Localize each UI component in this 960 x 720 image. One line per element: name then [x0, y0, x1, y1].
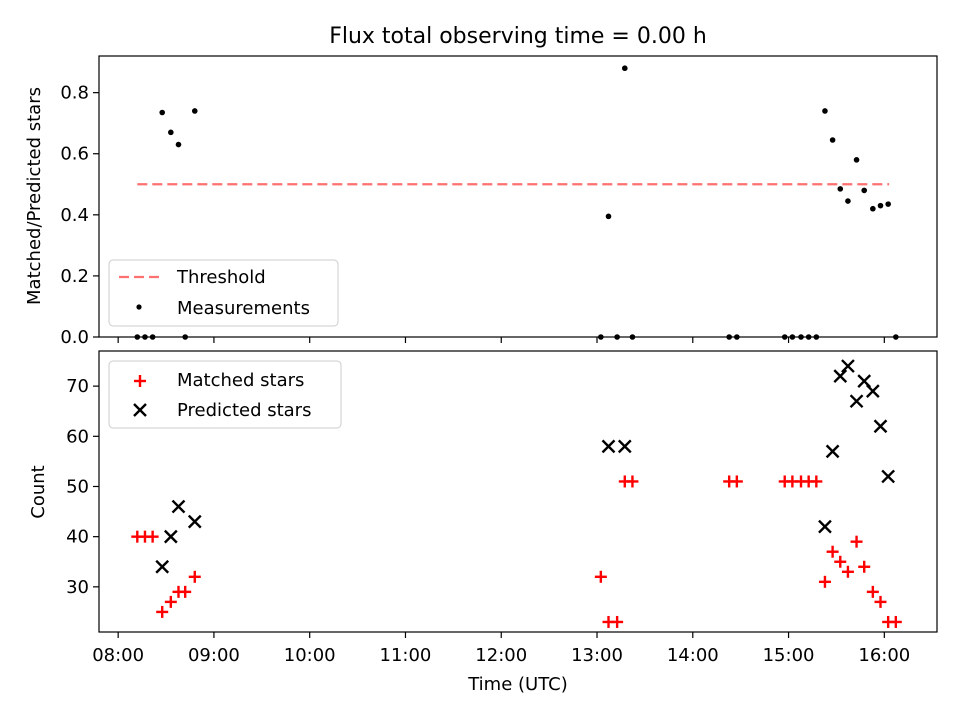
legend-threshold-label: Threshold	[176, 267, 266, 288]
legend-measurements-label: Measurements	[177, 298, 310, 319]
y-tick-label: 50	[66, 476, 89, 497]
x-tick-label: 08:00	[92, 645, 144, 666]
y-tick-label: 0.4	[60, 205, 89, 226]
measurement-point	[870, 205, 876, 212]
measurement-point	[175, 141, 182, 148]
x-tick-label: 13:00	[571, 645, 623, 666]
x-tick-label: 11:00	[380, 645, 432, 666]
bottom-y-ticks: 30 40 50 60 70	[66, 376, 99, 598]
matched-star-point	[146, 530, 159, 543]
x-tick-label: 12:00	[475, 645, 527, 666]
predicted-star-point	[841, 359, 855, 373]
y-tick-label: 0.8	[60, 83, 89, 104]
y-tick-label: 60	[66, 426, 89, 447]
matched-star-point	[730, 475, 743, 488]
x-axis-label: Time (UTC)	[467, 674, 568, 695]
predicted-star-point	[155, 559, 170, 574]
measurement-point	[853, 157, 860, 163]
predicted-star-point	[617, 439, 632, 454]
y-tick-label: 0.6	[60, 144, 89, 165]
legend-predicted-label: Predicted stars	[177, 400, 311, 421]
top-legend: Threshold Measurements	[108, 259, 339, 327]
bottom-legend-box	[108, 360, 342, 429]
y-tick-label: 40	[66, 527, 89, 548]
legend-matched-label: Matched stars	[177, 370, 304, 391]
predicted-star-point	[171, 499, 186, 514]
predicted-star-points	[155, 359, 896, 574]
bottom-plot: 30 40 50 60 70 08:00 09:00 10:00 11:00 12:00 13:0…	[28, 350, 938, 695]
legend-predicted-swatch	[133, 403, 147, 417]
legend-measurements-swatch	[136, 304, 142, 310]
bottom-y-axis-label: Count	[28, 465, 49, 518]
matched-star-point	[179, 585, 192, 598]
matched-star-point	[594, 570, 607, 583]
measurement-point	[845, 198, 851, 204]
chart-title: Flux total observing time = 0.00 h	[329, 24, 707, 49]
measurement-point	[877, 202, 884, 209]
measurement-point	[191, 108, 198, 114]
measurement-point	[861, 187, 868, 194]
measurement-point	[159, 109, 166, 116]
matched-star-point	[611, 615, 624, 628]
top-x-ticks	[117, 337, 885, 343]
x-tick-label: 14:00	[667, 645, 719, 666]
top-plot: 0.00.20.40.60.8 Matched/Predicted stars …	[24, 55, 938, 348]
matched-star-point	[874, 595, 887, 608]
matched-star-points	[131, 475, 902, 628]
y-tick-label: 0.0	[60, 327, 89, 348]
predicted-star-point	[873, 419, 888, 434]
predicted-star-point	[881, 469, 896, 484]
top-legend-box	[108, 259, 339, 327]
matched-star-point	[889, 615, 902, 628]
measurement-point	[621, 65, 628, 72]
matched-star-point	[834, 555, 847, 568]
bottom-legend: Matched stars Predicted stars	[108, 360, 342, 429]
top-y-ticks: 0.0 0.2 0.4 0.6 0.8	[60, 83, 99, 348]
top-y-axis-label: Matched/Predicted stars	[24, 87, 45, 305]
x-tick-label: 09:00	[188, 645, 240, 666]
predicted-star-point	[849, 394, 864, 409]
measurement-point	[885, 201, 891, 207]
y-tick-label: 30	[66, 577, 89, 598]
measurement-point	[837, 186, 844, 192]
x-tick-label: 10:00	[284, 645, 336, 666]
predicted-star-point	[825, 444, 840, 459]
legend-matched-swatch	[134, 375, 146, 387]
matched-star-point	[850, 535, 863, 548]
top-axes-frame	[98, 55, 938, 338]
matched-star-point	[188, 570, 201, 583]
bottom-axes-frame	[98, 350, 938, 633]
x-tick-label: 15:00	[763, 645, 815, 666]
matched-star-point	[818, 575, 831, 588]
matched-star-point	[164, 595, 177, 608]
measurement-point	[829, 137, 836, 143]
predicted-star-point	[163, 529, 178, 544]
x-tick-label: 16:00	[858, 645, 910, 666]
y-tick-label: 70	[66, 376, 89, 397]
predicted-star-point	[833, 369, 848, 383]
predicted-star-point	[601, 439, 616, 454]
matched-star-point	[626, 475, 639, 488]
matched-star-point	[841, 565, 854, 578]
y-tick-label: 0.2	[60, 266, 89, 287]
matched-star-point	[156, 605, 169, 618]
measurement-point	[822, 108, 828, 114]
matched-star-point	[866, 585, 879, 598]
measurement-point	[605, 213, 612, 220]
measurement-point	[168, 129, 174, 136]
predicted-star-point	[818, 519, 832, 534]
bottom-x-ticks: 08:00 09:00 10:00 11:00 12:00 13:00 14:00 15:00…	[92, 632, 910, 666]
predicted-star-point	[865, 384, 880, 398]
matched-star-point	[858, 560, 871, 573]
matched-star-point	[810, 475, 823, 488]
matched-star-point	[826, 545, 839, 558]
predicted-star-point	[187, 514, 202, 529]
